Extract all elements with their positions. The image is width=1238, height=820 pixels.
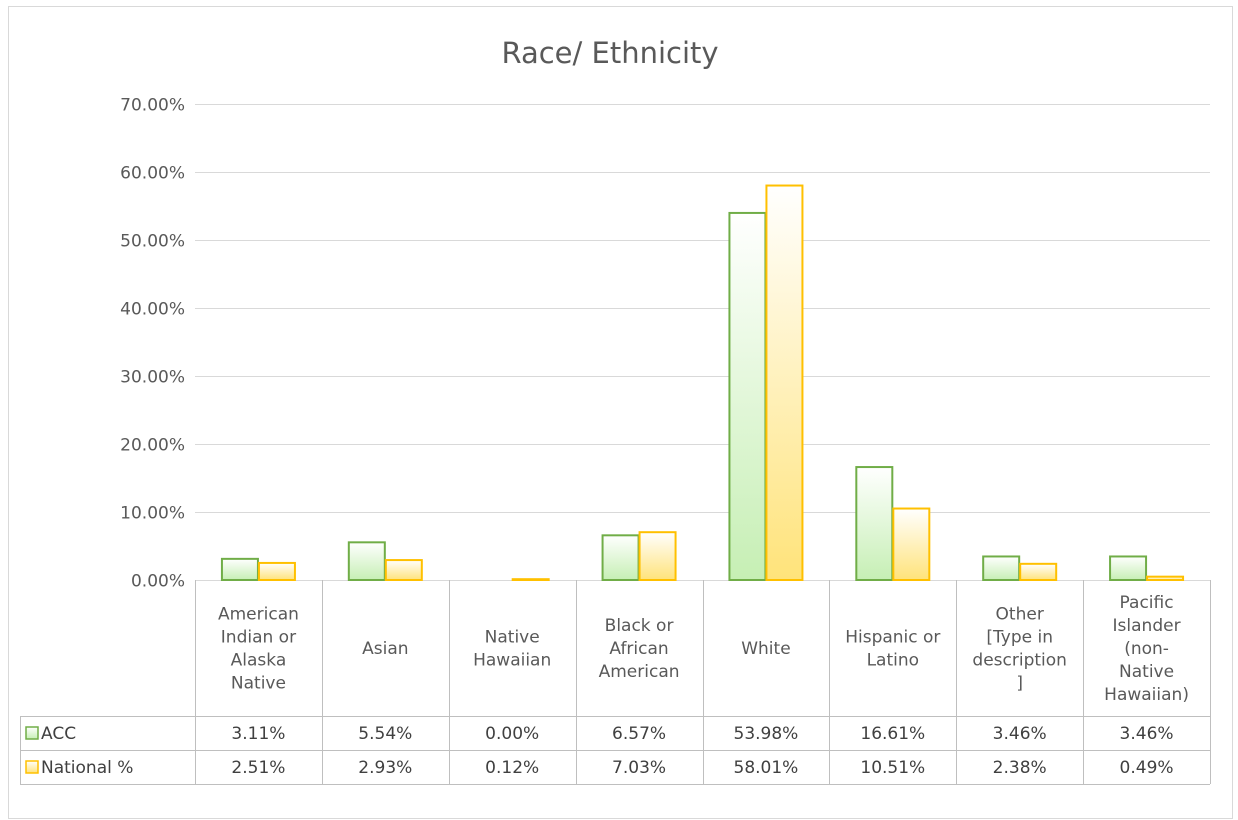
data-label: 3.46% — [993, 724, 1047, 744]
y-tick-label: 10.00% — [120, 504, 185, 524]
bar-national-7 — [1146, 575, 1185, 582]
category-label: American Indian or Alaska Native — [218, 605, 299, 694]
bar-national-0 — [257, 561, 296, 582]
chart-title: Race/ Ethnicity — [501, 36, 718, 70]
data-label: 0.12% — [485, 758, 539, 778]
category-label: Black or African American — [599, 616, 680, 682]
bar-national-2 — [511, 578, 550, 582]
legend-label: ACC — [41, 724, 76, 744]
data-label: 5.54% — [358, 724, 412, 744]
data-label: 16.61% — [860, 724, 925, 744]
legend-swatch — [25, 760, 39, 774]
data-table: American Indian or Alaska Native Asian Native… — [20, 580, 1211, 785]
bar-acc-5 — [855, 466, 894, 581]
bar-acc-4 — [728, 211, 767, 581]
data-label: 0.00% — [485, 724, 539, 744]
data-label: 7.03% — [612, 758, 666, 778]
y-axis-ticks: 0.00% 10.00% 20.00% 30.00% 40.00% 50.00% 60.00… — [120, 96, 185, 592]
y-tick-label: 30.00% — [120, 368, 185, 388]
bar-acc-7 — [1109, 555, 1148, 581]
category-label: Asian — [362, 639, 408, 659]
data-label: 3.11% — [231, 724, 285, 744]
data-label: 53.98% — [734, 724, 799, 744]
y-tick-label: 70.00% — [120, 96, 185, 116]
category-label: Hispanic or Latino — [845, 628, 940, 671]
data-label: 58.01% — [734, 758, 799, 778]
bar-national-3 — [638, 531, 677, 581]
data-label: 2.51% — [231, 758, 285, 778]
data-label: 2.38% — [993, 758, 1047, 778]
category-label: Native Hawaiian — [473, 628, 551, 671]
bar-national-4 — [765, 184, 804, 581]
category-label: Pacific Islander (non-Native Hawaiian) — [1104, 593, 1189, 705]
bar-acc-3 — [601, 534, 640, 581]
bar-acc-0 — [220, 557, 259, 581]
data-label: 2.93% — [358, 758, 412, 778]
bar-acc-1 — [347, 541, 386, 582]
y-tick-label: 40.00% — [120, 300, 185, 320]
legend-label: National % — [41, 758, 133, 778]
bars — [220, 184, 1185, 582]
gridlines — [195, 104, 1210, 581]
y-tick-label: 20.00% — [120, 436, 185, 456]
data-label: 10.51% — [860, 758, 925, 778]
category-label: White — [741, 639, 790, 659]
data-label: 0.49% — [1120, 758, 1174, 778]
y-tick-label: 0.00% — [131, 572, 185, 592]
chart-border — [8, 6, 1233, 819]
y-tick-label: 60.00% — [120, 164, 185, 184]
category-label: Other [Type in description] — [972, 605, 1067, 694]
y-tick-label: 50.00% — [120, 232, 185, 252]
bar-acc-6 — [982, 555, 1021, 581]
legend-swatch — [25, 726, 39, 740]
data-label: 3.46% — [1120, 724, 1174, 744]
bar-national-1 — [384, 559, 423, 581]
bar-national-6 — [1019, 562, 1058, 581]
bar-national-5 — [892, 507, 931, 582]
data-label: 6.57% — [612, 724, 666, 744]
